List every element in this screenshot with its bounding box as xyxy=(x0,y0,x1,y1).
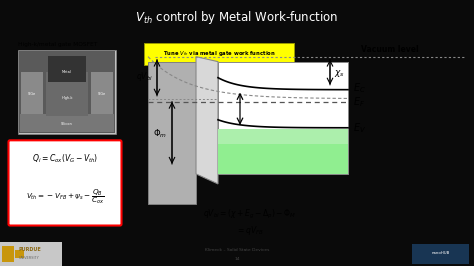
Text: SiGe: SiGe xyxy=(98,92,106,96)
Bar xyxy=(21,72,43,116)
Text: $E_C$: $E_C$ xyxy=(353,81,366,95)
Text: $E_F$: $E_F$ xyxy=(353,95,365,109)
Text: $V_{th}$ control by Metal Work-function: $V_{th}$ control by Metal Work-function xyxy=(136,9,338,26)
Text: 14: 14 xyxy=(234,257,240,261)
Bar xyxy=(218,62,348,174)
Bar xyxy=(46,72,88,116)
Text: Vacuum level: Vacuum level xyxy=(361,45,419,54)
Bar xyxy=(2,246,14,262)
Text: High-k/metal gate MOSFET: High-k/metal gate MOSFET xyxy=(18,41,97,47)
Bar xyxy=(218,129,348,174)
FancyBboxPatch shape xyxy=(144,43,294,65)
Text: $qV_{bi}$: $qV_{bi}$ xyxy=(136,70,153,83)
Bar xyxy=(91,72,113,116)
Bar xyxy=(15,251,24,257)
Text: $\Phi_m$: $\Phi_m$ xyxy=(153,128,167,140)
Bar xyxy=(18,50,116,134)
Text: Metal: Metal xyxy=(62,70,72,74)
Text: nanoHUB: nanoHUB xyxy=(432,251,450,255)
Bar xyxy=(148,62,196,204)
Text: Silicon: Silicon xyxy=(61,122,73,126)
Text: SiGe: SiGe xyxy=(28,92,36,96)
Polygon shape xyxy=(196,57,218,184)
FancyBboxPatch shape xyxy=(9,140,121,226)
Text: $= qV_{FB}$: $= qV_{FB}$ xyxy=(236,223,264,236)
Text: PURDUE: PURDUE xyxy=(19,247,42,252)
Bar xyxy=(412,244,469,264)
Bar xyxy=(0,242,62,266)
Bar xyxy=(48,56,86,82)
Bar xyxy=(20,114,114,132)
Text: $Q_i = C_{ox}(V_G - V_{th})$: $Q_i = C_{ox}(V_G - V_{th})$ xyxy=(32,153,98,165)
Text: $qV_{bi} = (\chi + E_g - \Delta_p) - \Phi_M$: $qV_{bi} = (\chi + E_g - \Delta_p) - \Ph… xyxy=(203,207,297,221)
Bar xyxy=(218,129,348,144)
Text: Tune $V_{th}$ via metal gate work function: Tune $V_{th}$ via metal gate work functi… xyxy=(163,49,275,58)
Text: UNIVERSITY: UNIVERSITY xyxy=(19,256,40,260)
Bar xyxy=(19,51,115,133)
Text: Klimeck – Solid State Devices: Klimeck – Solid State Devices xyxy=(205,248,269,252)
Text: $E_V$: $E_V$ xyxy=(353,121,366,135)
Text: $V_{th} = -V_{FB} + \psi_s - \dfrac{Q_B}{C_{ox}}$: $V_{th} = -V_{FB} + \psi_s - \dfrac{Q_B}… xyxy=(26,188,104,206)
Text: High-k: High-k xyxy=(61,96,73,100)
Text: $\chi_s$: $\chi_s$ xyxy=(334,68,345,79)
